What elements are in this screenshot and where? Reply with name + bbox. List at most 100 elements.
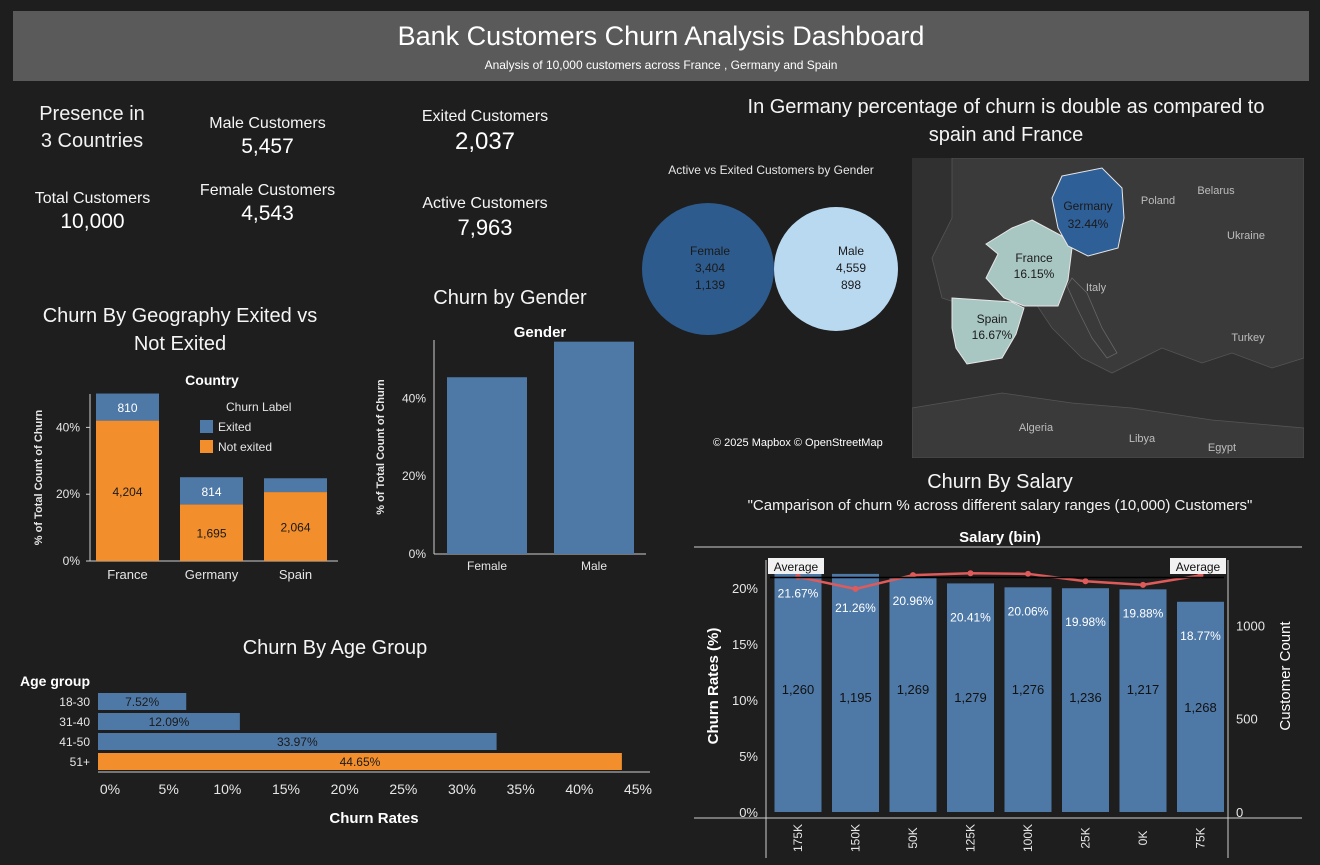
salary-average-label-left: Average <box>774 560 819 574</box>
age-bar-label: 33.97% <box>277 735 318 749</box>
salary-y-tick: 5% <box>739 749 758 764</box>
geography-legend-swatch-not-exited <box>200 440 213 453</box>
male-circle[interactable] <box>774 207 898 331</box>
kpi-active-customers: Active Customers 7,963 <box>410 195 560 241</box>
salary-rate-label: 19.98% <box>1065 615 1106 629</box>
map-africa <box>912 392 1304 458</box>
gender-title: Churn by Gender <box>433 287 587 309</box>
venn-female-exited: 1,139 <box>695 278 725 292</box>
salary-x-tick: 75K <box>1194 827 1208 848</box>
kpi-male-label: Male Customers <box>209 115 326 132</box>
geography-x-tick: Spain <box>279 567 312 582</box>
salary-x-tick: 125K <box>964 824 978 852</box>
kpi-total-label: Total Customers <box>34 190 151 207</box>
gender-y-tick: 40% <box>402 391 426 405</box>
salary-average-label-right: Average <box>1176 560 1221 574</box>
geography-bar-exited <box>96 393 159 421</box>
age-y-tick: 51+ <box>70 755 90 769</box>
salary-rate-label: 20.06% <box>1008 604 1049 618</box>
salary-rate-label: 19.88% <box>1123 606 1164 620</box>
venn-male-exited: 898 <box>841 278 861 292</box>
salary-average-box-right <box>1170 558 1226 574</box>
age-y-tick: 18-30 <box>59 695 90 709</box>
map-label-belarus: Belarus <box>1197 185 1235 197</box>
salary-rate-label: 18.77% <box>1180 629 1221 643</box>
salary-y-tick: 10% <box>732 693 758 708</box>
salary-count-label: 1,217 <box>1127 682 1160 697</box>
salary-y2-tick: 1000 <box>1236 618 1265 633</box>
map-label-ukraine: Ukraine <box>1227 230 1265 242</box>
kpi-presence-line2: 3 Countries <box>40 130 144 152</box>
female-circle[interactable] <box>642 203 774 335</box>
map-canvas: Germany 32.44% France 16.15% Spain 16.67… <box>912 158 1304 458</box>
salary-bar <box>1119 589 1167 812</box>
map-label-egypt: Egypt <box>1208 442 1236 454</box>
geography-y-label: % of Total Count of Churn <box>33 410 45 546</box>
salary-count-point <box>1025 570 1031 577</box>
salary-column-header: Salary (bin) <box>959 529 1041 546</box>
venn-male-active: 4,559 <box>836 261 866 275</box>
map-france-label: France <box>1015 251 1053 265</box>
geography-x-tick: Germany <box>185 567 239 582</box>
salary-bar <box>889 577 937 812</box>
kpi-active-label: Active Customers <box>422 195 548 212</box>
map-germany[interactable] <box>1051 167 1125 257</box>
kpi-exited-value: 2,037 <box>454 128 516 155</box>
kpi-female-label: Female Customers <box>199 182 336 199</box>
gender-bar <box>554 341 634 554</box>
geography-x-tick: France <box>107 567 147 582</box>
geography-y-tick: 0% <box>63 554 81 568</box>
age-bar <box>98 733 497 750</box>
salary-count-point <box>1140 581 1146 588</box>
gender-bar <box>447 377 527 554</box>
age-x-tick: 10% <box>213 781 241 797</box>
salary-count-label: 1,236 <box>1069 690 1102 705</box>
map-spain[interactable] <box>951 297 1025 365</box>
geography-bar-exited <box>264 478 327 493</box>
map-label-turkey: Turkey <box>1231 332 1265 344</box>
salary-count-label: 1,260 <box>782 682 815 697</box>
map-label-italy: Italy <box>1086 282 1107 294</box>
kpi-male-value: 5,457 <box>241 135 294 158</box>
geography-bar-label-not-exited: 1,695 <box>196 527 226 541</box>
geography-legend-not-exited: Not exited <box>218 440 272 454</box>
dashboard-header: Bank Customers Churn Analysis Dashboard … <box>13 11 1309 81</box>
age-x-tick: 35% <box>507 781 535 797</box>
salary-x-tick: 100K <box>1021 824 1035 852</box>
kpi-female-customers: Female Customers 4,543 <box>190 182 345 226</box>
geography-chart: Country 0% 20% 40% % of Total Count of Churn… <box>33 372 338 582</box>
age-chart: Age group 7.52% 18-30 12.09% 31-40 33.97% 41-5… <box>20 673 652 827</box>
kpi-active-value: 7,963 <box>457 215 513 240</box>
geography-legend-swatch-exited <box>200 420 213 433</box>
salary-rate-label: 21.26% <box>835 601 876 615</box>
salary-subtitle: "Camparison of churn % across different … <box>747 497 1253 514</box>
salary-x-tick: 0K <box>1136 831 1150 846</box>
salary-y2-label: Customer Count <box>1277 621 1294 731</box>
insight-text: In Germany percentage of churn is double… <box>700 93 1312 149</box>
age-bar-label: 7.52% <box>125 695 159 709</box>
age-x-tick: 45% <box>624 781 652 797</box>
age-bar-label: 44.65% <box>340 755 381 769</box>
age-bar <box>98 693 187 710</box>
age-title: Churn By Age Group <box>242 637 428 659</box>
insight-line1: In Germany percentage of churn is double… <box>747 96 1265 118</box>
geography-y-tick: 20% <box>56 487 80 501</box>
salary-bar <box>1004 587 1052 812</box>
map-label-libya: Libya <box>1129 433 1156 445</box>
map-label-poland: Poland <box>1141 195 1175 207</box>
salary-average-box-left <box>768 558 824 574</box>
salary-chart: Salary (bin) 0% 5% 10% 15% 20% 0 500 1000 Churn R… <box>694 529 1302 858</box>
map-credit[interactable]: © 2025 Mapbox © OpenStreetMap <box>710 436 886 450</box>
age-bar-label: 12.09% <box>149 715 190 729</box>
geography-bar-label-not-exited: 2,064 <box>280 521 310 535</box>
venn-female-active: 3,404 <box>695 261 725 275</box>
gender-x-tick: Female <box>467 559 507 573</box>
geography-legend-title: Churn Label <box>226 400 291 414</box>
age-y-tick: 41-50 <box>59 735 90 749</box>
salary-count-line <box>797 572 1201 591</box>
venn-male-label: Male <box>838 244 864 258</box>
europe-map[interactable]: Germany 32.44% France 16.15% Spain 16.67… <box>912 158 1304 458</box>
salary-y2-tick: 500 <box>1236 712 1258 727</box>
map-france-value: 16.15% <box>1014 267 1055 281</box>
geography-bar-label-exited: 814 <box>201 485 221 499</box>
